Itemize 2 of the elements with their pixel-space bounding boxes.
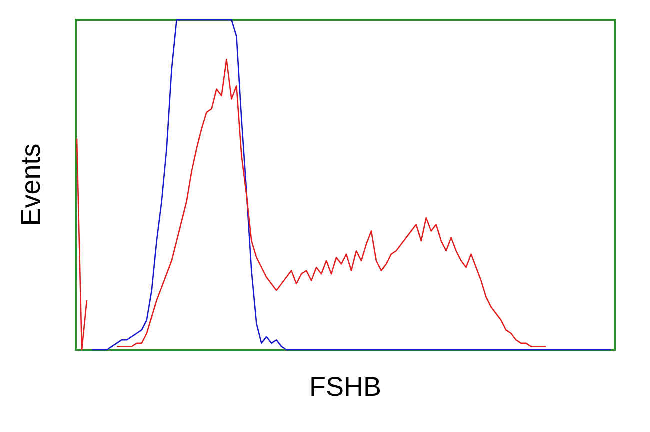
x-axis-title: FSHB (309, 372, 382, 402)
y-axis-title: Events (16, 144, 46, 226)
